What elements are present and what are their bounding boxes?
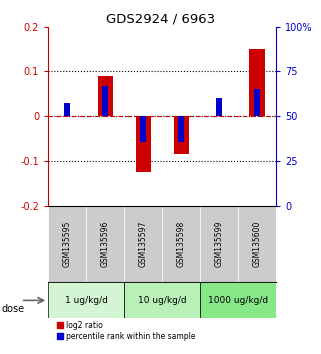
Text: dose: dose	[2, 304, 25, 314]
Bar	[64, 103, 70, 116]
Text: GSM135598: GSM135598	[177, 221, 186, 267]
Bar	[216, 98, 222, 116]
Text: GDS2924 / 6963: GDS2924 / 6963	[106, 12, 215, 25]
Text: GSM135600: GSM135600	[253, 221, 262, 267]
Bar	[98, 76, 113, 116]
Bar	[200, 206, 238, 282]
Bar	[135, 116, 151, 172]
Text: 1000 ug/kg/d: 1000 ug/kg/d	[208, 296, 268, 305]
Text: GSM135597: GSM135597	[139, 221, 148, 267]
Bar	[48, 206, 86, 282]
Bar	[48, 282, 124, 319]
Bar	[173, 116, 189, 154]
Text: GSM135599: GSM135599	[214, 221, 224, 267]
Bar	[124, 206, 162, 282]
Bar	[238, 206, 276, 282]
Text: 10 ug/kg/d: 10 ug/kg/d	[138, 296, 187, 305]
Bar	[254, 89, 260, 116]
Text: GSM135595: GSM135595	[63, 221, 72, 267]
Text: GSM135596: GSM135596	[100, 221, 110, 267]
Bar	[249, 49, 265, 116]
Bar	[200, 282, 276, 319]
Bar	[178, 116, 184, 142]
Bar	[86, 206, 124, 282]
Bar	[162, 206, 200, 282]
Legend: log2 ratio, percentile rank within the sample: log2 ratio, percentile rank within the s…	[56, 321, 195, 341]
Bar	[102, 86, 108, 116]
Bar	[140, 116, 146, 142]
Bar	[124, 282, 200, 319]
Text: 1 ug/kg/d: 1 ug/kg/d	[65, 296, 108, 305]
